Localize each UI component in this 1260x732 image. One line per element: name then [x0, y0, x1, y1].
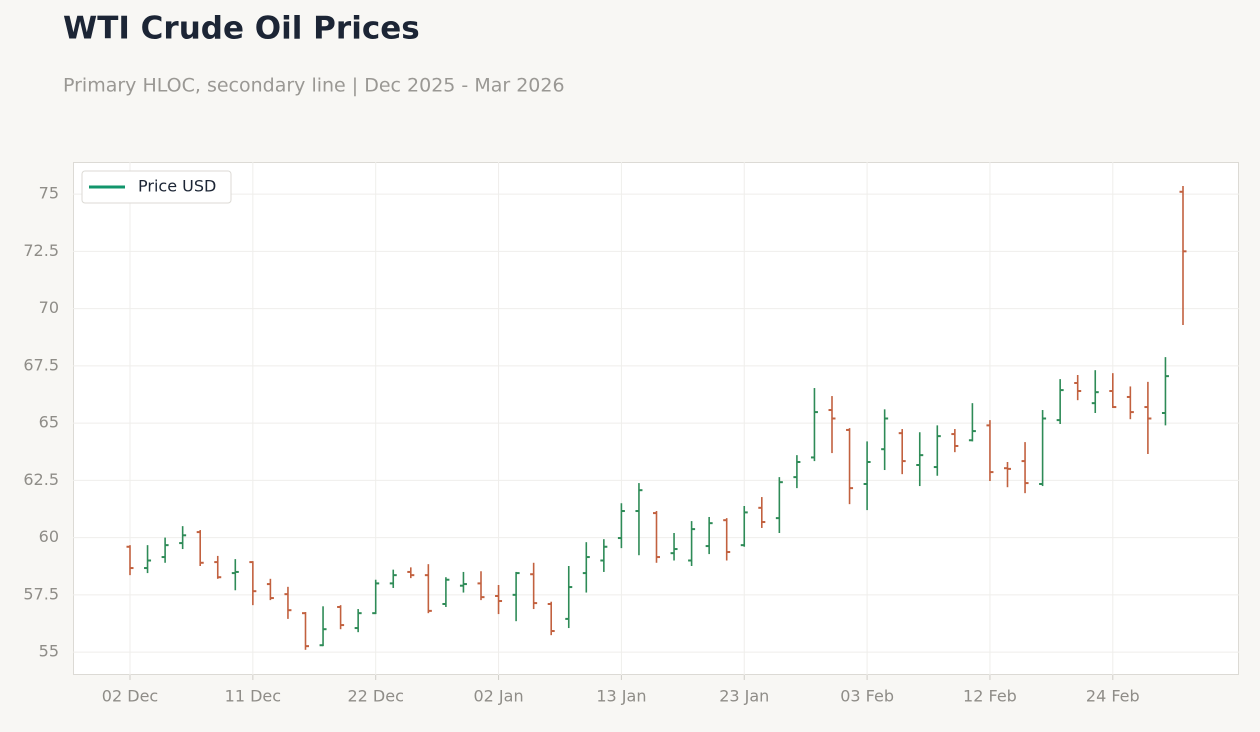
x-tick-label: 12 Feb — [963, 687, 1017, 706]
ohlc-bar — [459, 571, 467, 593]
ohlc-bar — [179, 526, 187, 550]
ohlc-bar — [214, 555, 222, 579]
ohlc-bar — [688, 521, 696, 566]
chart-title: WTI Crude Oil Prices — [63, 11, 420, 47]
y-tick-label: 67.5 — [23, 355, 59, 374]
y-tick-label: 75 — [39, 184, 59, 203]
x-tick-label: 02 Jan — [473, 687, 523, 706]
ohlc-bar — [1179, 186, 1187, 326]
ohlc-bar — [916, 432, 924, 487]
ohlc-bar — [986, 420, 994, 482]
ohlc-bar — [389, 569, 397, 588]
ohlc-bar — [881, 409, 889, 471]
ohlc-bar — [828, 396, 836, 454]
ohlc-bar — [810, 388, 818, 462]
legend-box — [81, 170, 232, 204]
x-tick-label: 24 Feb — [1086, 687, 1140, 706]
ohlc-bar — [144, 545, 152, 574]
ohlc-bar — [740, 505, 748, 547]
ohlc-bar — [1056, 379, 1064, 424]
ohlc-bar — [1039, 410, 1047, 487]
ohlc-bar — [565, 565, 573, 629]
ohlc-bar — [547, 601, 555, 636]
chart-subtitle: Primary HLOC, secondary line | Dec 2025 … — [63, 75, 565, 97]
ohlc-bar — [196, 530, 204, 566]
y-tick-label: 62.5 — [23, 470, 59, 489]
ohlc-bar — [617, 503, 625, 549]
ohlc-bar — [477, 571, 485, 601]
ohlc-bar — [284, 586, 292, 619]
y-tick-label: 55 — [39, 642, 59, 661]
ohlc-bar — [302, 612, 309, 650]
y-tick-label: 72.5 — [23, 241, 59, 260]
plot-area — [73, 162, 1239, 675]
y-tick-label: 57.5 — [23, 584, 59, 603]
x-tick-label: 23 Jan — [719, 687, 769, 706]
ohlc-bar — [1074, 374, 1082, 401]
ohlc-bar — [758, 497, 766, 528]
ohlc-bar — [653, 511, 660, 563]
y-tick-label: 65 — [39, 413, 59, 432]
ohlc-bar — [126, 545, 134, 576]
y-tick-label: 60 — [39, 527, 59, 546]
ohlc-bar — [1161, 357, 1169, 426]
x-tick-label: 22 Dec — [347, 687, 403, 706]
ohlc-bar — [1004, 462, 1011, 488]
ohlc-bar — [600, 539, 608, 572]
ohlc-bar — [635, 483, 643, 556]
ohlc-bar — [1109, 373, 1117, 409]
ohlc-bar — [495, 584, 503, 615]
ohlc-bar — [442, 577, 450, 607]
ohlc-bar — [337, 605, 345, 630]
x-tick-label: 13 Jan — [596, 687, 646, 706]
ohlc-bar — [1144, 381, 1152, 454]
ohlc-bar — [933, 425, 941, 476]
ohlc-bar — [898, 429, 906, 475]
ohlc-bar — [512, 571, 520, 622]
ohlc-bar — [951, 429, 959, 453]
ohlc-bar — [407, 567, 415, 579]
ohlc-bar — [1021, 442, 1029, 494]
legend-label: Price USD — [138, 177, 216, 196]
ohlc-bar — [266, 578, 274, 601]
ohlc-bar — [1091, 370, 1099, 414]
ohlc-bar — [775, 477, 783, 534]
x-tick-label: 02 Dec — [102, 687, 158, 706]
ohlc-bar — [530, 562, 538, 610]
ohlc-bar — [319, 606, 327, 647]
ohlc-bar — [723, 518, 731, 561]
ohlc-bar — [968, 403, 976, 442]
ohlc-bar — [846, 428, 854, 505]
ohlc-bar — [793, 455, 801, 489]
ohlc-bar — [249, 561, 257, 606]
ohlc-bar — [231, 559, 239, 591]
x-tick-label: 11 Dec — [225, 687, 281, 706]
ohlc-bar — [372, 579, 380, 615]
ohlc-bar — [1126, 386, 1134, 420]
ohlc-bar — [863, 441, 871, 511]
y-tick-label: 70 — [39, 298, 59, 317]
ohlc-bar — [582, 542, 590, 593]
ohlc-bar — [705, 516, 713, 555]
ohlc-bar — [354, 609, 362, 633]
ohlc-bar — [424, 564, 432, 614]
ohlc-bar — [670, 533, 678, 561]
x-tick-label: 03 Feb — [840, 687, 894, 706]
ohlc-bar — [161, 537, 169, 563]
